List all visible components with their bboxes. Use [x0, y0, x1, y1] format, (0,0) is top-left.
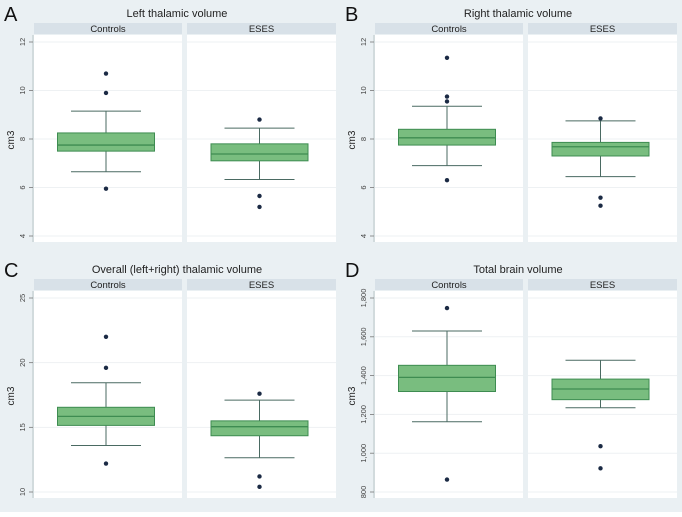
y-tick-label: 25 — [18, 294, 27, 302]
facet-strip — [34, 279, 182, 290]
y-tick-label: 4 — [359, 234, 368, 238]
box-iqr — [551, 141, 650, 157]
y-tick-label: 10 — [18, 488, 27, 496]
chart-svg: C Overall (left+right) thalamic volume cm3… — [0, 256, 341, 512]
outlier-point — [598, 466, 603, 471]
chart-svg: D Total brain volume cm3 Controls ESES 800 1,0… — [341, 256, 682, 512]
facet-strip — [375, 279, 523, 290]
facet-strip — [528, 279, 677, 290]
box-iqr — [210, 143, 309, 162]
facet-strip — [187, 279, 336, 290]
facet-strip — [187, 23, 336, 34]
outlier-point — [257, 484, 262, 490]
outlier-point — [444, 178, 450, 183]
outlier-point — [103, 334, 109, 339]
y-tick-label: 10 — [359, 86, 368, 94]
outlier-point — [444, 94, 450, 99]
outlier-point — [444, 99, 450, 104]
facet-label: ESES — [590, 280, 615, 291]
box-iqr — [210, 420, 309, 437]
outlier-point — [598, 203, 603, 208]
facet-label: Controls — [90, 280, 126, 291]
outlier-point — [598, 116, 603, 121]
facet-strip — [34, 23, 182, 34]
chart-svg: A Left thalamic volume cm3 Controls ESES 4 6 8 1… — [0, 0, 341, 256]
y-tick-label: 800 — [359, 486, 368, 499]
y-tick-label: 1,200 — [359, 405, 368, 424]
facet-label: Controls — [90, 24, 126, 35]
chart-title: Total brain volume — [473, 264, 562, 276]
facet-label: Controls — [431, 24, 467, 35]
outlier-point — [103, 186, 109, 191]
outlier-point — [444, 305, 450, 311]
panel-a: A Left thalamic volume cm3 Controls ESES 4 6 8 1… — [0, 0, 341, 256]
y-tick-label: 10 — [18, 86, 27, 94]
chart-svg: B Right thalamic volume cm3 Controls ESES 4 6 8… — [341, 0, 682, 256]
panel-letter: C — [4, 260, 18, 282]
outlier-point — [103, 365, 109, 371]
plot-area — [34, 291, 182, 498]
facet-strip — [528, 23, 677, 34]
facet-label: ESES — [249, 280, 274, 291]
panel-letter: A — [4, 4, 18, 26]
outlier-point — [444, 477, 450, 482]
outlier-point — [103, 71, 109, 76]
y-tick-label: 1,800 — [359, 289, 368, 308]
y-tick-label: 12 — [359, 38, 368, 46]
y-tick-label: 20 — [18, 358, 27, 366]
outlier-point — [257, 474, 262, 479]
y-tick-label: 6 — [18, 185, 27, 189]
y-tick-label: 8 — [359, 137, 368, 141]
y-tick-label: 12 — [18, 38, 27, 46]
panel-letter: B — [345, 4, 358, 26]
box-iqr — [57, 132, 155, 152]
y-axis-label: cm3 — [6, 130, 17, 149]
y-tick-label: 1,600 — [359, 327, 368, 346]
y-tick-label: 6 — [359, 185, 368, 189]
box-iqr — [398, 364, 496, 393]
outlier-point — [257, 391, 262, 396]
outlier-point — [257, 117, 262, 122]
y-tick-label: 8 — [18, 137, 27, 141]
panel-c: C Overall (left+right) thalamic volume cm3… — [0, 256, 341, 512]
outlier-point — [103, 461, 109, 466]
y-axis-label: cm3 — [347, 130, 358, 149]
panel-letter: D — [345, 260, 359, 282]
outlier-point — [598, 444, 603, 449]
panel-d: D Total brain volume cm3 Controls ESES 800 1,0… — [341, 256, 682, 512]
panel-b: B Right thalamic volume cm3 Controls ESES 4 6 8… — [341, 0, 682, 256]
chart-title: Left thalamic volume — [127, 8, 228, 20]
plot-area — [375, 291, 523, 498]
outlier-point — [598, 195, 603, 200]
chart-title: Right thalamic volume — [464, 8, 572, 20]
y-tick-label: 4 — [18, 234, 27, 238]
outlier-point — [257, 193, 262, 199]
y-axis-label: cm3 — [347, 386, 358, 405]
y-tick-label: 1,400 — [359, 366, 368, 385]
facet-strip — [375, 23, 523, 34]
outlier-point — [257, 204, 262, 210]
facet-label: ESES — [590, 24, 615, 35]
facet-label: Controls — [431, 280, 467, 291]
outlier-point — [444, 55, 450, 60]
y-tick-label: 15 — [18, 423, 27, 431]
chart-title: Overall (left+right) thalamic volume — [92, 264, 262, 276]
outlier-point — [103, 90, 109, 96]
y-tick-label: 1,000 — [359, 444, 368, 463]
y-axis-label: cm3 — [6, 386, 17, 405]
facet-label: ESES — [249, 24, 274, 35]
